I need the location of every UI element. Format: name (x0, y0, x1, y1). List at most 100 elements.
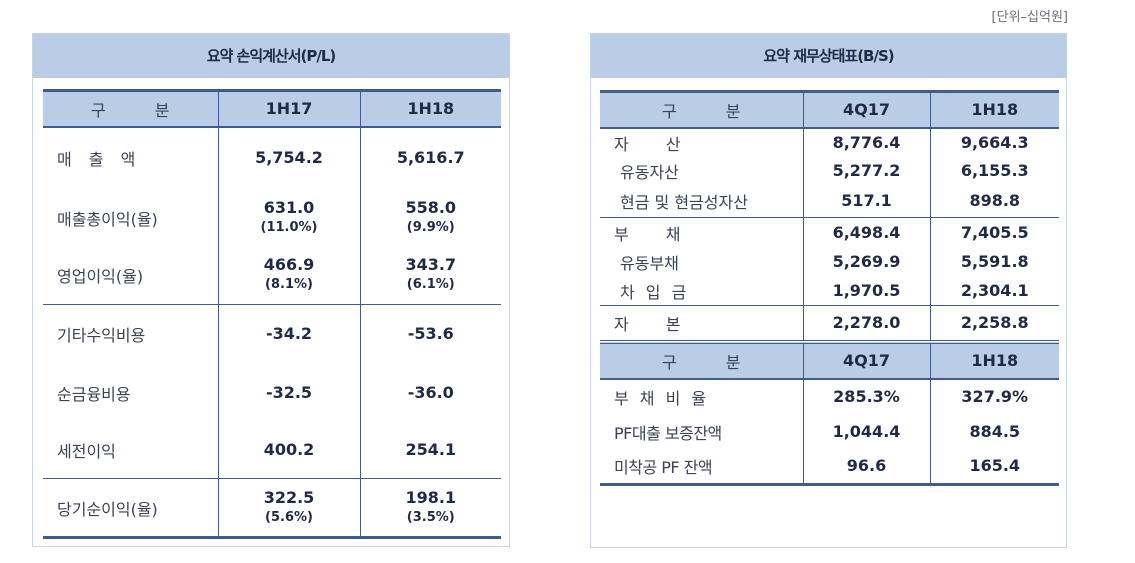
header-col-1h18: 1H18 (359, 89, 501, 128)
table-row: 자 본 2,278.0 2,258.8 (600, 305, 1059, 342)
row-value: -36.0 (359, 363, 501, 423)
table-row: 유동부채 5,269.9 5,591.8 (600, 247, 1059, 277)
row-label: 세전이익 (57, 442, 116, 462)
header-label: 구 분 (43, 89, 218, 128)
table-row: 자 산 8,776.4 9,664.3 (600, 127, 1059, 157)
table-row: 당기순이익(율) 322.5 (5.6%) 198.1 (3.5%) (43, 478, 501, 539)
balance-sheet-panel: 요약 재무상태표(B/S) 구 분 4Q17 1H18 자 산 8,776.4 … (590, 33, 1067, 548)
unit-label: [단위–십억원] (991, 10, 1068, 25)
row-value: 7,405.5 (929, 217, 1059, 248)
ratio: (5.6%) (265, 509, 313, 525)
row-value: 6,498.4 (802, 217, 930, 248)
row-label: 부 채 비 율 (614, 389, 710, 408)
row-value: -53.6 (359, 304, 501, 364)
row-value: 8,776.4 (802, 127, 930, 157)
row-value: 5,616.7 (359, 126, 501, 189)
table-row: 미착공 PF 잔액 96.6 165.4 (600, 448, 1059, 486)
value: 322.5 (263, 487, 315, 507)
table-row: 매 출 액 5,754.2 5,616.7 (43, 126, 501, 189)
row-label: 당기순이익(율) (43, 478, 218, 539)
row-value: 6,155.3 (929, 156, 1059, 186)
table-header-row: 구 분 4Q17 1H18 (600, 90, 1059, 129)
table-row: 세전이익 400.2 254.1 (43, 422, 501, 479)
row-value: 5,277.2 (802, 156, 930, 186)
row-value: 517.1 (802, 185, 930, 218)
row-label: 영업이익(율) (57, 267, 144, 287)
row-value: 2,304.1 (929, 276, 1059, 306)
table-row: 매출총이익(율) 631.0 (11.0%) 558.0 (9.9%) (43, 188, 501, 247)
row-value: 2,278.0 (802, 305, 930, 342)
header-col-4q17: 4Q17 (802, 90, 930, 129)
value: 558.0 (405, 197, 457, 217)
row-value: 9,664.3 (929, 127, 1059, 157)
ratio: (9.9%) (406, 219, 455, 235)
income-statement-panel: 요약 손익계산서(P/L) 구 분 1H17 1H18 매 출 액 5,754.… (32, 33, 510, 547)
row-value: 5,269.9 (802, 247, 930, 277)
row-label: 부 채 (600, 217, 803, 248)
ratio: (3.5%) (406, 509, 455, 525)
header-col-1h18: 1H18 (929, 339, 1059, 380)
row-value: -32.5 (217, 363, 360, 423)
row-label: 매 출 액 (57, 150, 142, 169)
row-value: 2,258.8 (929, 305, 1059, 342)
income-statement-table: 구 분 1H17 1H18 매 출 액 5,754.2 5,616.7 매출총이… (43, 89, 501, 539)
row-label: 유동부채 (620, 254, 679, 273)
table-header-row-2: 구 분 4Q17 1H18 (600, 339, 1059, 380)
row-label: 순금융비용 (57, 385, 131, 404)
income-statement-title: 요약 손익계산서(P/L) (33, 34, 509, 78)
row-value: 558.0 (9.9%) (359, 188, 501, 247)
table-row: 현금 및 현금성자산 517.1 898.8 (600, 185, 1059, 218)
row-value: 285.3% (802, 378, 930, 415)
table-row: 순금융비용 -32.5 -36.0 (43, 363, 501, 423)
row-value: 198.1 (3.5%) (359, 478, 501, 539)
row-value: 96.6 (802, 448, 930, 486)
row-label: 기타수익비용 (43, 304, 218, 364)
value: 343.7 (405, 255, 457, 275)
header-label: 구 분 (600, 90, 803, 129)
row-value: 1,970.5 (802, 276, 930, 306)
row-label: 미착공 PF 잔액 (600, 448, 803, 486)
row-label: PF대출 보증잔액 (614, 423, 722, 443)
header-col-4q17: 4Q17 (802, 339, 930, 380)
ratio: (6.1%) (406, 277, 455, 293)
table-row: 부 채 6,498.4 7,405.5 (600, 217, 1059, 248)
row-value: 254.1 (359, 422, 501, 479)
row-label: 유동자산 (620, 163, 679, 182)
row-value: 898.8 (929, 185, 1059, 218)
row-value: 327.9% (929, 378, 1059, 415)
header-col-1h18: 1H18 (929, 90, 1059, 129)
row-value: 466.9 (8.1%) (217, 246, 360, 305)
row-value: 5,754.2 (217, 126, 360, 189)
table-row: 기타수익비용 -34.2 -53.6 (43, 304, 501, 364)
row-value: -34.2 (217, 304, 360, 364)
row-value: 400.2 (217, 422, 360, 479)
row-label: 현금 및 현금성자산 (620, 193, 748, 213)
balance-sheet-title: 요약 재무상태표(B/S) (591, 34, 1066, 78)
table-header-row: 구 분 1H17 1H18 (43, 89, 501, 128)
row-value: 322.5 (5.6%) (217, 478, 360, 539)
ratio: (11.0%) (260, 219, 318, 235)
row-value: 343.7 (6.1%) (359, 246, 501, 305)
row-label: 자 산 (614, 134, 697, 154)
table-row: 영업이익(율) 466.9 (8.1%) 343.7 (6.1%) (43, 246, 501, 305)
value: 5,754.2 (255, 148, 323, 167)
table-row: 차 입 금 1,970.5 2,304.1 (600, 276, 1059, 306)
ratio: (8.1%) (265, 277, 313, 293)
value: 5,616.7 (396, 148, 465, 167)
row-value: 1,044.4 (802, 414, 930, 449)
row-value: 884.5 (929, 414, 1059, 449)
balance-sheet-table: 구 분 4Q17 1H18 자 산 8,776.4 9,664.3 유동자산 5… (600, 90, 1059, 486)
row-value: 631.0 (11.0%) (217, 188, 360, 247)
row-label: 차 입 금 (620, 282, 690, 302)
header-label: 구 분 (600, 339, 803, 380)
row-value: 5,591.8 (929, 247, 1059, 277)
value: 198.1 (405, 487, 457, 507)
row-value: 165.4 (929, 448, 1059, 486)
table-row: 부 채 비 율 285.3% 327.9% (600, 378, 1059, 415)
value: 466.9 (263, 255, 315, 275)
table-row: PF대출 보증잔액 1,044.4 884.5 (600, 414, 1059, 449)
table-row: 유동자산 5,277.2 6,155.3 (600, 156, 1059, 186)
row-label: 매출총이익(율) (57, 209, 158, 229)
header-col-1h17: 1H17 (217, 89, 360, 128)
row-label: 자 본 (600, 305, 803, 342)
